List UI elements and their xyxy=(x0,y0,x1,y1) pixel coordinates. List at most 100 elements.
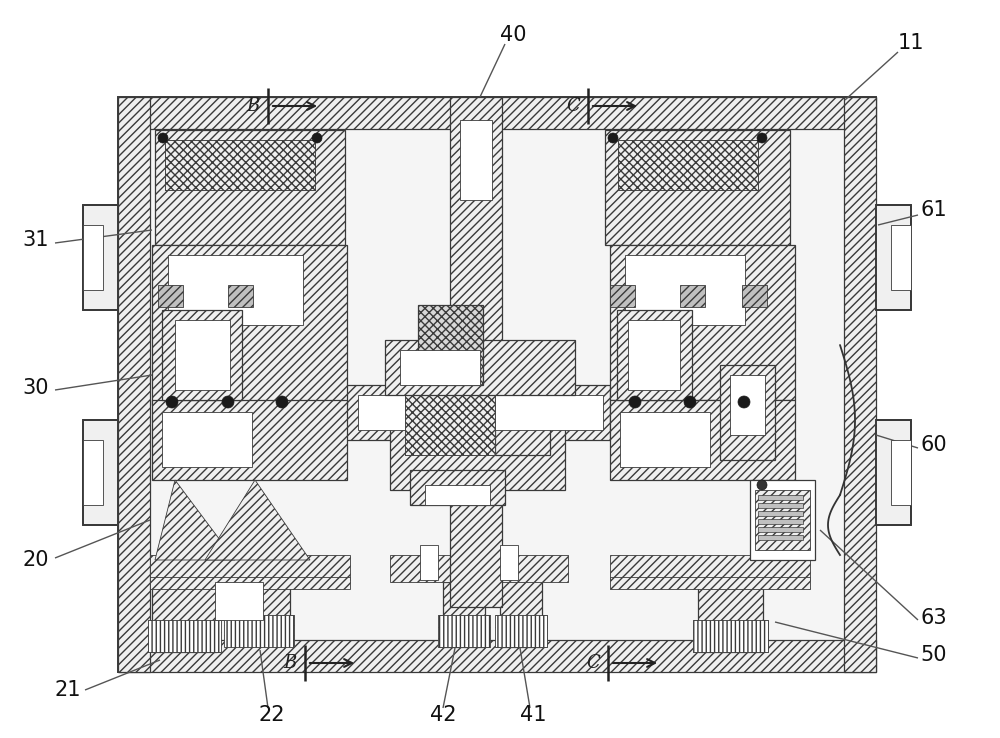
Bar xyxy=(495,615,547,647)
Bar xyxy=(405,375,495,455)
Polygon shape xyxy=(155,480,235,560)
Bar xyxy=(618,140,758,190)
Bar xyxy=(162,412,252,467)
Bar xyxy=(150,555,350,580)
Circle shape xyxy=(312,133,322,143)
Bar xyxy=(758,511,803,516)
Bar xyxy=(420,545,438,580)
Bar xyxy=(152,400,347,480)
Bar xyxy=(418,305,483,385)
Text: B: B xyxy=(284,654,297,672)
Bar xyxy=(148,620,221,652)
Bar xyxy=(228,582,290,637)
Bar xyxy=(625,255,745,325)
Text: 11: 11 xyxy=(898,33,924,53)
Bar xyxy=(400,350,480,385)
Bar xyxy=(215,582,263,620)
Bar xyxy=(758,503,803,508)
Text: 61: 61 xyxy=(920,200,947,220)
Bar xyxy=(610,400,795,480)
Text: 31: 31 xyxy=(22,230,48,250)
Bar xyxy=(390,360,565,490)
Bar xyxy=(450,97,502,607)
Circle shape xyxy=(608,133,618,143)
Bar xyxy=(162,310,242,400)
Bar xyxy=(460,120,492,200)
Bar xyxy=(118,97,876,129)
Bar xyxy=(755,490,810,550)
Bar xyxy=(693,620,768,652)
Bar xyxy=(152,582,217,652)
Text: 63: 63 xyxy=(920,608,947,628)
Bar xyxy=(730,375,765,435)
Bar xyxy=(410,470,505,505)
Bar xyxy=(118,97,876,672)
Bar xyxy=(698,582,763,652)
Text: 30: 30 xyxy=(22,378,48,398)
Bar xyxy=(228,285,253,307)
Bar xyxy=(610,285,635,307)
Bar xyxy=(758,535,803,540)
Circle shape xyxy=(738,396,750,408)
Bar xyxy=(618,140,758,190)
Bar xyxy=(617,310,692,400)
Text: C: C xyxy=(566,97,580,115)
Circle shape xyxy=(276,396,288,408)
Bar xyxy=(844,97,876,672)
Bar xyxy=(165,140,315,190)
Circle shape xyxy=(629,396,641,408)
Bar xyxy=(385,340,575,395)
Circle shape xyxy=(158,133,168,143)
Bar xyxy=(390,555,568,582)
Bar xyxy=(150,129,844,640)
Bar xyxy=(500,575,542,647)
Bar xyxy=(443,582,485,647)
Polygon shape xyxy=(876,205,911,310)
Polygon shape xyxy=(83,205,118,310)
Bar xyxy=(750,480,815,560)
Bar xyxy=(155,130,345,245)
Text: 41: 41 xyxy=(520,705,546,725)
Bar xyxy=(495,375,550,455)
Circle shape xyxy=(757,480,767,490)
Bar xyxy=(358,395,603,430)
Bar xyxy=(758,527,803,532)
Bar xyxy=(118,97,150,672)
Circle shape xyxy=(222,396,234,408)
Text: 40: 40 xyxy=(500,25,526,45)
Bar xyxy=(742,285,767,307)
Text: 60: 60 xyxy=(920,435,947,455)
Bar xyxy=(425,485,490,505)
Circle shape xyxy=(684,396,696,408)
Bar xyxy=(758,519,803,524)
Bar xyxy=(610,555,810,580)
Bar xyxy=(175,320,230,390)
Polygon shape xyxy=(876,420,911,525)
Text: 20: 20 xyxy=(22,550,48,570)
Bar xyxy=(891,225,911,290)
Bar xyxy=(224,615,294,647)
Bar xyxy=(158,285,183,307)
Bar xyxy=(165,140,315,190)
Bar xyxy=(438,615,490,647)
Bar xyxy=(610,245,795,400)
Bar xyxy=(118,640,876,672)
Bar xyxy=(605,130,790,245)
Bar xyxy=(83,225,103,290)
Text: 21: 21 xyxy=(55,680,82,700)
Bar xyxy=(610,577,810,589)
Bar xyxy=(83,440,103,505)
Polygon shape xyxy=(83,420,118,525)
Bar xyxy=(891,440,911,505)
Bar xyxy=(680,285,705,307)
Circle shape xyxy=(757,133,767,143)
Text: C: C xyxy=(586,654,600,672)
Text: B: B xyxy=(247,97,260,115)
Text: 50: 50 xyxy=(920,645,946,665)
Bar xyxy=(345,385,610,440)
Bar xyxy=(500,545,518,580)
Bar xyxy=(758,495,803,500)
Bar xyxy=(168,255,303,325)
Bar xyxy=(405,375,495,455)
Text: 42: 42 xyxy=(430,705,456,725)
